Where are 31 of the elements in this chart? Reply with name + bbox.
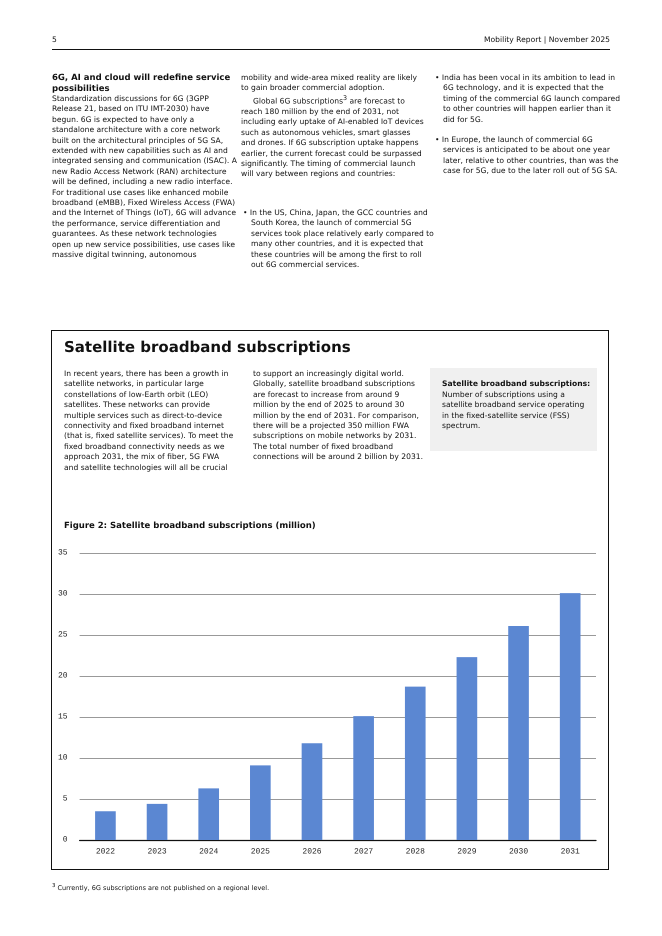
x-tick-label: 2031: [560, 848, 580, 856]
chart-title: Figure 2: Satellite broadband subscriptions (million): [64, 521, 317, 532]
bar: [198, 788, 220, 840]
bar: [302, 743, 322, 840]
bar: [146, 804, 168, 840]
bar: [508, 626, 529, 840]
text: 6G, AI and cloud will redefine service possibilities: [52, 73, 232, 94]
x-tick-label: 2026: [302, 848, 322, 856]
bar: [353, 716, 374, 840]
x-tick-label: 2023: [147, 848, 167, 856]
y-tick-label: 10: [58, 754, 68, 762]
y-tick-label: 35: [58, 548, 68, 558]
bar: [560, 593, 581, 840]
x-tick-label: 2029: [457, 848, 477, 856]
x-tick-label: 2022: [96, 848, 116, 856]
bar: [95, 811, 116, 840]
y-tick-label: 15: [58, 712, 68, 722]
y-tick-label: 5: [62, 794, 68, 804]
bar: [250, 765, 271, 840]
x-tick-label: 2027: [354, 848, 374, 856]
x-tick-label: 2025: [250, 848, 270, 856]
y-tick-label: 25: [58, 630, 68, 640]
text: Satellite broadband subscriptions: [64, 338, 352, 357]
y-tick-label: 20: [58, 672, 68, 680]
x-tick-label: 2028: [406, 848, 426, 856]
y-tick-label: 0: [62, 836, 68, 844]
bar: [404, 686, 426, 840]
x-tick-label: 2030: [508, 848, 528, 856]
y-tick-label: 30: [58, 590, 68, 598]
bar: [456, 657, 478, 840]
x-tick-label: 2024: [199, 848, 218, 856]
